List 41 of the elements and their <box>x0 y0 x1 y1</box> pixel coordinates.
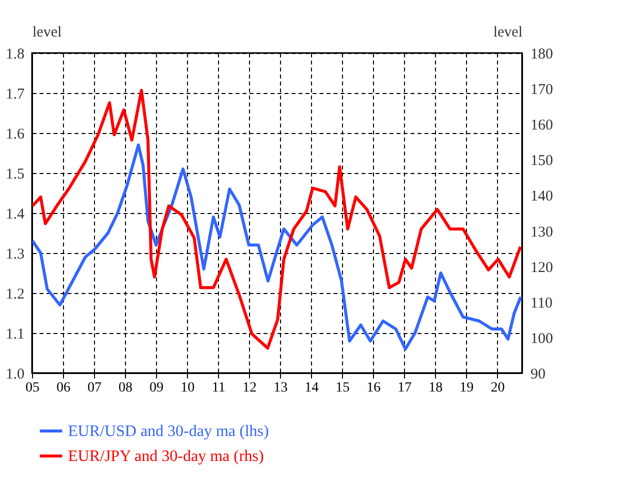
y2-tick-label: 130 <box>530 224 553 240</box>
y2-tick-label: 180 <box>530 46 553 62</box>
x-tick-label: 20 <box>490 380 505 396</box>
y-tick-label: 1.0 <box>6 366 24 382</box>
y-tick-label: 1.3 <box>6 246 24 262</box>
y2-axis-title: level <box>493 24 522 40</box>
y-tick-label: 1.6 <box>6 126 25 142</box>
line-series <box>32 144 522 350</box>
y2-tick-label: 140 <box>530 188 553 205</box>
y2-tick-label: 150 <box>530 153 553 170</box>
x-tick-label: 05 <box>26 380 40 396</box>
y-tick-label: 1.1 <box>6 326 24 342</box>
y-axis-title: level <box>32 24 62 40</box>
y-tick-label: 1.4 <box>6 206 25 222</box>
y2-tick-label: 160 <box>530 118 553 134</box>
x-tick-label: 15 <box>336 380 350 396</box>
x-tick-label: 07 <box>88 380 102 396</box>
line-series <box>32 88 522 350</box>
x-tick-label: 17 <box>398 380 412 396</box>
y2-tick-label: 170 <box>530 82 553 98</box>
x-tick-label: 16 <box>366 380 381 396</box>
legend-label: EUR/USD and 30-day ma (lhs) <box>68 423 269 440</box>
x-tick-label: 18 <box>428 380 443 396</box>
legend-label: EUR/JPY and 30-day ma (rhs) <box>68 448 264 465</box>
y-tick-label: 1.8 <box>6 46 24 62</box>
y2-tick-label: 120 <box>530 260 553 276</box>
x-tick-label: 11 <box>212 380 226 396</box>
x-tick-label: 08 <box>118 380 133 396</box>
x-tick-label: 09 <box>150 380 164 396</box>
y-tick-label: 1.7 <box>6 86 25 102</box>
x-tick-label: 10 <box>180 380 195 396</box>
x-tick-label: 13 <box>274 380 288 396</box>
y-tick-label: 1.2 <box>6 286 24 302</box>
x-tick-label: 12 <box>242 380 257 396</box>
x-tick-label: 06 <box>56 380 71 396</box>
y2-tick-label: 90 <box>530 366 546 382</box>
y2-tick-label: 100 <box>530 330 553 347</box>
x-tick-label: 14 <box>304 380 319 396</box>
y2-tick-label: 110 <box>530 295 552 312</box>
y-tick-label: 1.5 <box>6 166 24 182</box>
x-tick-label: 19 <box>460 380 474 396</box>
